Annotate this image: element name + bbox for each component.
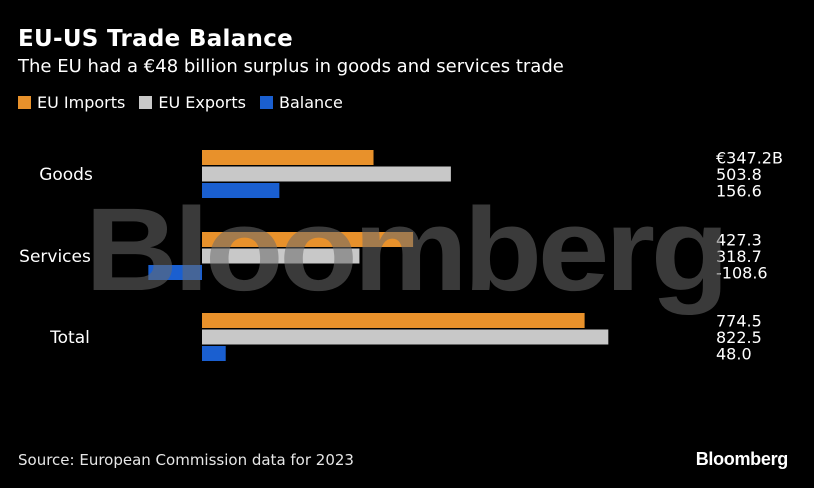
bar-total-eu-exports — [202, 329, 609, 345]
bar-total-balance — [202, 346, 226, 361]
legend-label-eu-exports: EU Exports — [158, 93, 246, 112]
legend-item-balance: Balance — [259, 93, 343, 112]
bar-services-eu-imports — [202, 232, 414, 247]
bar-goods-eu-exports — [202, 166, 451, 182]
legend-item-eu-exports: EU Exports — [139, 93, 246, 112]
legend-label-balance: Balance — [278, 93, 343, 112]
legend-item-eu-imports: EU Imports — [18, 93, 125, 112]
legend-swatch-eu-exports — [139, 96, 153, 109]
chart-title: EU-US Trade Balance — [18, 26, 294, 52]
category-label-goods: Goods — [39, 165, 93, 185]
chart-subtitle: The EU had a €48 billion surplus in good… — [18, 56, 564, 77]
legend-label-eu-imports: EU Imports — [37, 93, 126, 112]
bar-goods-eu-imports — [202, 150, 374, 165]
data-label-goods-eu-exports: 503.8 — [716, 165, 762, 184]
data-label-goods-balance: 156.6 — [716, 182, 762, 201]
category-label-total: Total — [49, 328, 90, 348]
data-label-goods-eu-imports: €347.2B — [716, 149, 783, 168]
bar-total-eu-imports — [202, 313, 585, 328]
category-label-services: Services — [19, 247, 91, 267]
data-label-total-eu-exports: 822.5 — [716, 328, 762, 347]
bar-services-balance — [148, 265, 202, 280]
data-label-total-balance: 48.0 — [716, 345, 752, 364]
bar-goods-balance — [202, 183, 280, 198]
legend: EU Imports EU Exports Balance — [18, 93, 343, 112]
bloomberg-logo: Bloomberg — [695, 449, 789, 469]
data-label-services-eu-imports: 427.3 — [716, 231, 762, 250]
legend-swatch-eu-imports — [18, 96, 31, 109]
data-label-total-eu-imports: 774.5 — [716, 312, 762, 331]
source-note: Source: European Commission data for 202… — [18, 451, 354, 469]
bar-services-eu-exports — [202, 248, 360, 264]
data-label-services-eu-exports: 318.7 — [716, 247, 762, 266]
bloomberg-watermark: Bloomberg — [85, 184, 725, 316]
legend-swatch-balance — [259, 96, 273, 109]
data-label-services-balance: -108.6 — [716, 264, 768, 283]
